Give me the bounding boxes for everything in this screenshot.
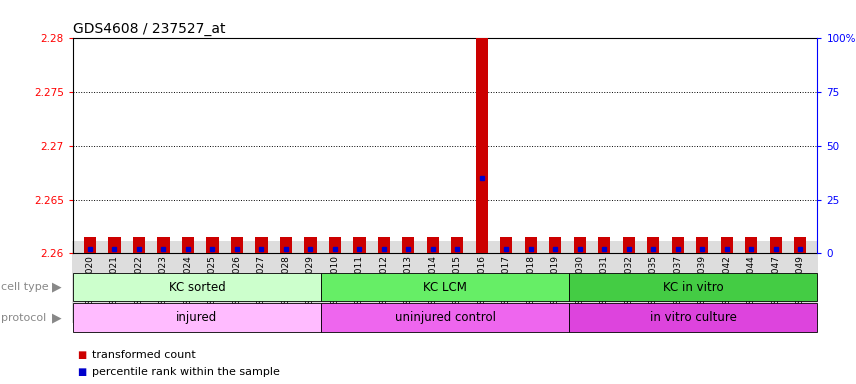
- Bar: [746, 237, 758, 253]
- Text: cell type: cell type: [1, 282, 49, 292]
- Bar: [280, 237, 292, 253]
- Bar: [206, 237, 218, 253]
- Bar: [794, 237, 806, 253]
- Bar: [525, 237, 537, 253]
- Text: KC sorted: KC sorted: [169, 281, 225, 293]
- Text: ■: ■: [77, 367, 86, 377]
- Bar: [84, 237, 96, 253]
- Text: ■: ■: [77, 350, 86, 360]
- Bar: [770, 237, 782, 253]
- Text: percentile rank within the sample: percentile rank within the sample: [92, 367, 280, 377]
- Bar: [329, 237, 341, 253]
- Text: in vitro culture: in vitro culture: [650, 311, 737, 324]
- Bar: [231, 237, 243, 253]
- Bar: [672, 237, 684, 253]
- Text: KC in vitro: KC in vitro: [663, 281, 723, 293]
- Bar: [73, 273, 321, 301]
- Bar: [133, 237, 145, 253]
- Bar: [696, 237, 709, 253]
- Bar: [622, 237, 635, 253]
- Text: uninjured control: uninjured control: [395, 311, 496, 324]
- Bar: [255, 237, 268, 253]
- Bar: [647, 237, 659, 253]
- Text: injured: injured: [176, 311, 217, 324]
- Bar: [427, 237, 439, 253]
- Bar: [569, 303, 817, 332]
- Text: ▶: ▶: [52, 311, 62, 324]
- Bar: [108, 237, 121, 253]
- Bar: [321, 273, 569, 301]
- Bar: [451, 237, 463, 253]
- Bar: [181, 237, 194, 253]
- Text: GDS4608 / 237527_at: GDS4608 / 237527_at: [73, 22, 225, 36]
- Text: ▶: ▶: [52, 281, 62, 293]
- Bar: [402, 237, 414, 253]
- Text: KC LCM: KC LCM: [423, 281, 467, 293]
- Bar: [550, 237, 562, 253]
- Bar: [304, 237, 317, 253]
- Bar: [73, 303, 321, 332]
- Bar: [321, 303, 569, 332]
- Bar: [721, 237, 733, 253]
- Bar: [598, 237, 610, 253]
- Text: protocol: protocol: [1, 313, 46, 323]
- Bar: [569, 273, 817, 301]
- Bar: [500, 237, 513, 253]
- Bar: [377, 237, 390, 253]
- Bar: [574, 237, 586, 253]
- Bar: [476, 22, 488, 253]
- Bar: [158, 237, 169, 253]
- Bar: [354, 237, 366, 253]
- Text: transformed count: transformed count: [92, 350, 196, 360]
